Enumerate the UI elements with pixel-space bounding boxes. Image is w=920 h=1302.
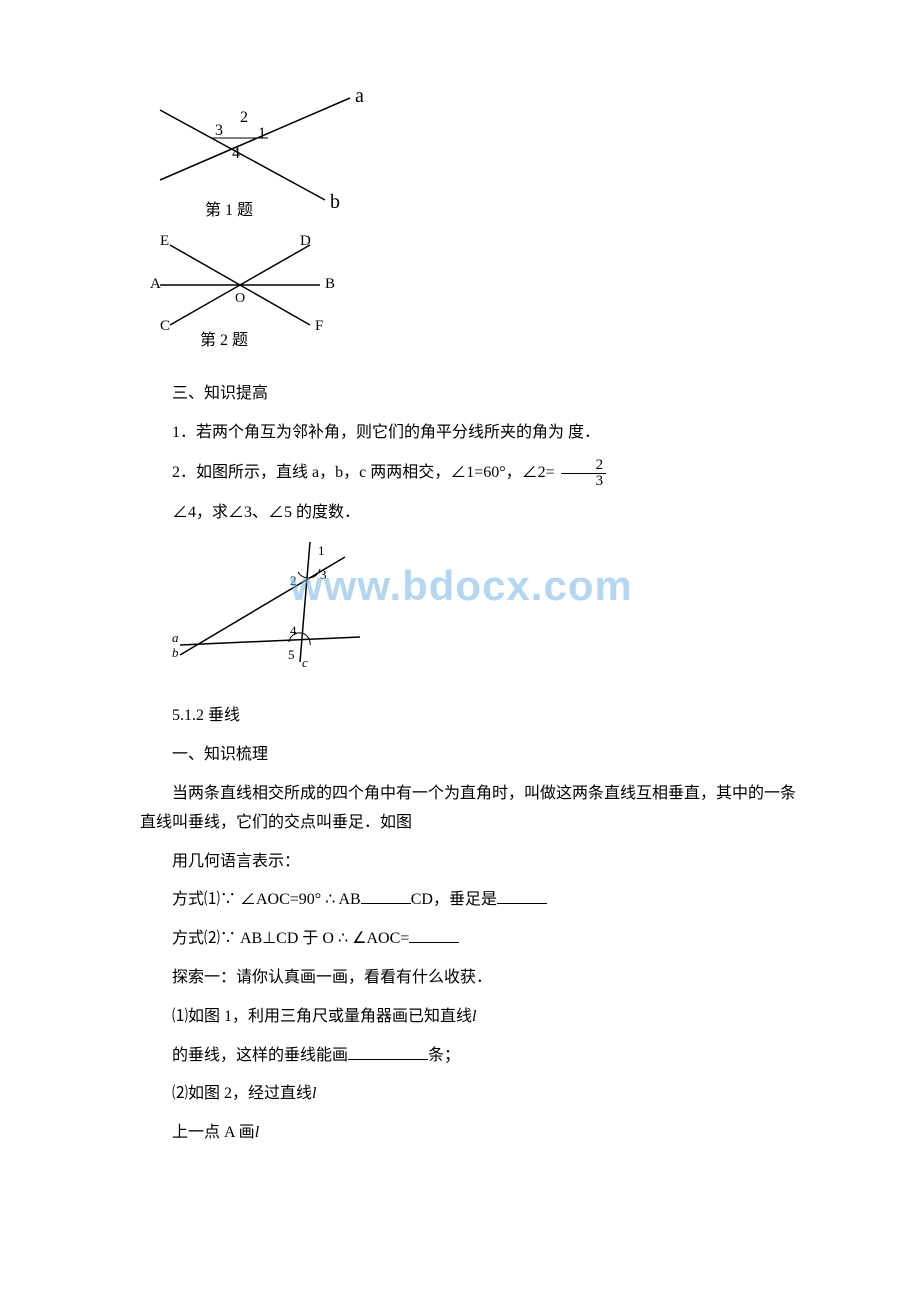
geometric-language-heading: 用几何语言表示： [140,848,800,877]
italic-l-1: l [472,1008,476,1025]
fig3-label-1: 1 [318,543,325,558]
exp1-1a-text: ⑴如图 1，利用三角尺或量角器画已知直线 [172,1008,472,1025]
fraction-num: 2 [561,458,607,474]
knowledge-heading: 一、知识梳理 [140,741,800,770]
fig2-caption: 第 2 题 [200,331,248,349]
fig2-label-E: E [160,233,169,249]
perpendicular-definition: 当两条直线相交所成的四个角中有一个为直角时，叫做这两条直线互相垂直，其中的一条直… [140,780,800,838]
figure-1-svg: a b 1 2 3 4 第 1 题 [150,80,370,220]
explore-1-item-2a: ⑵如图 2，经过直线l [140,1080,800,1109]
question-2-line-a: 2．如图所示，直线 a，b，c 两两相交，∠1=60°，∠2= 2 3 [140,458,800,489]
fig1-caption: 第 1 题 [205,201,253,219]
figure-3-svg: 1 2 3 4 5 a b c [170,537,370,667]
exp1-1c-text: 条； [428,1047,460,1064]
fig2-label-F: F [315,318,323,334]
fraction-den: 3 [561,474,607,489]
italic-l-3: l [255,1124,259,1141]
document-page: a b 1 2 3 4 第 1 题 A B E D C F O 第 2 题 三、… [0,0,920,1218]
figure-1-block: a b 1 2 3 4 第 1 题 A B E D C F O 第 2 题 [140,80,800,350]
method-1-line: 方式⑴∵ ∠AOC=90° ∴ AB CD，垂足是 [140,886,800,915]
exp1-2a-text: ⑵如图 2，经过直线 [172,1085,312,1102]
fig3-label-3: 3 [320,567,327,582]
fig1-label-2: 2 [240,109,248,126]
fig3-label-a: a [172,630,179,645]
method1-text-b: CD，垂足是 [411,891,497,908]
fig1-label-1: 1 [258,125,266,142]
question-1: 1．若两个角互为邻补角，则它们的角平分线所夹的角为 度． [140,419,800,448]
method2-text-a: 方式⑵∵ AB⊥CD 于 O ∴ ∠AOC= [172,930,409,947]
fig2-label-A: A [150,276,161,292]
fig3-label-4: 4 [290,623,297,638]
fig2-label-B: B [325,276,335,292]
question-2-line-b: ∠4，求∠3、∠5 的度数． [140,499,800,528]
q2-text-a: 2．如图所示，直线 a，b，c 两两相交，∠1=60°，∠2= [172,464,559,481]
fig3-label-5: 5 [288,647,295,662]
explore-1-heading: 探索一：请你认真画一画，看看有什么收获． [140,964,800,993]
blank-2 [497,887,547,904]
fig3-label-c: c [302,655,308,667]
blank-3 [409,926,459,943]
explore-1-item-1b: 的垂线，这样的垂线能画 条； [140,1042,800,1071]
fig1-label-4: 4 [232,145,240,162]
method1-text-a: 方式⑴∵ ∠AOC=90° ∴ AB [172,891,361,908]
fraction-2-3: 2 3 [561,458,607,489]
figure-2-svg: A B E D C F O 第 2 题 [140,230,350,350]
fig3-label-2: 2 [290,573,297,588]
fig2-label-O: O [235,291,245,306]
exp1-1b-text: 的垂线，这样的垂线能画 [172,1047,348,1064]
fig1-label-b: b [330,191,340,213]
explore-1-item-1a: ⑴如图 1，利用三角尺或量角器画已知直线l [140,1003,800,1032]
fig2-label-D: D [300,233,311,249]
fig3-label-b: b [172,645,179,660]
italic-l-2: l [312,1085,316,1102]
fig2-label-C: C [160,318,170,334]
fig1-label-3: 3 [215,122,223,139]
method-2-line: 方式⑵∵ AB⊥CD 于 O ∴ ∠AOC= [140,925,800,954]
fig1-label-a: a [355,85,364,107]
exp1-3a-text: 上一点 A 画 [172,1124,255,1141]
explore-1-item-3a: 上一点 A 画l [140,1119,800,1148]
section-512-heading: 5.1.2 垂线 [140,702,800,731]
blank-4 [348,1043,428,1060]
section-3-heading: 三、知识提高 [140,380,800,409]
blank-1 [361,887,411,904]
figure-3-wrap: 1 2 3 4 5 a b c www.bdocx.com [170,537,800,672]
